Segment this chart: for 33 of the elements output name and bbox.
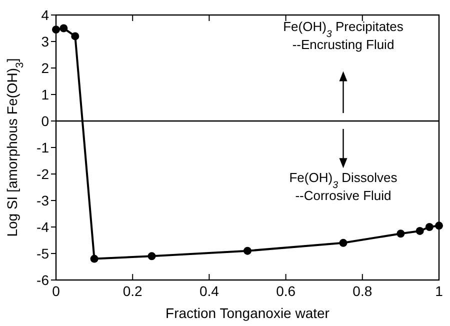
y-tick-label: -4 [36,219,50,235]
y-tick-label: -3 [36,192,50,208]
y-tick-label: 1 [41,86,50,102]
point [425,223,434,231]
y-tick-label: 4 [41,7,50,23]
annotation: Fe(OH)$_{3}$ Precipitates [283,19,404,40]
annotation: --Encrusting Fluid [292,37,394,52]
y-tick-label: -1 [36,140,50,156]
point [416,226,424,235]
annotation: Fe(OH)$_{3}$ Dissolves [289,170,398,190]
x-tick-label: 0.2 [122,283,143,299]
point [52,26,60,34]
x-axis-title: Fraction Tonganoxie water [166,305,330,321]
point [71,32,80,40]
point [148,252,156,260]
point [244,246,252,255]
y-tick-label: -5 [36,246,50,262]
point [435,222,443,230]
point [396,230,405,238]
point [90,254,98,263]
x-tick-label: 0.6 [276,283,296,299]
point [339,238,348,247]
x-tick-label: 0.8 [352,283,372,299]
y-tick-label: -2 [36,166,50,182]
y-tick-label: 0 [41,113,50,129]
y-tick-label: 2 [41,60,50,76]
annotation: --Corrosive Fluid [295,188,392,203]
x-tick-label: 0.4 [199,283,220,299]
point [60,24,68,32]
y-tick-label: -6 [36,272,50,288]
y-tick-label: 3 [41,34,50,50]
x-tick-label: 1 [435,283,444,299]
x-tick-label: 0 [52,283,60,299]
